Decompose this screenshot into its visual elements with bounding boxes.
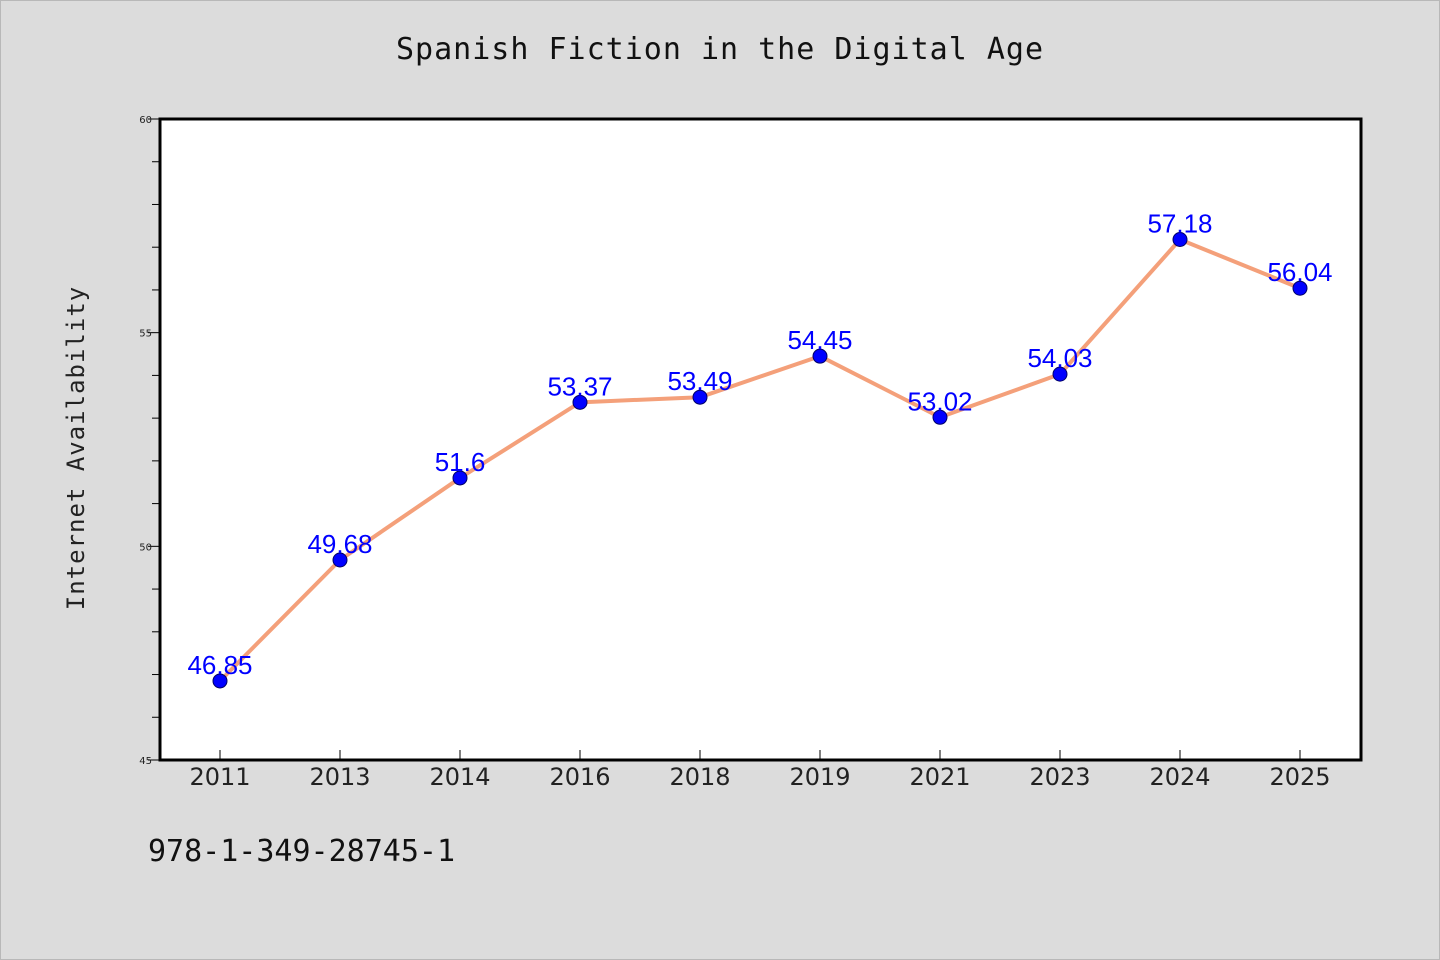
x-tick-label: 2021 — [909, 763, 970, 791]
plot-area — [158, 117, 1363, 762]
data-point — [932, 409, 948, 425]
data-point — [692, 389, 708, 405]
data-label: 53.02 — [907, 386, 972, 416]
isbn-text: 978-1-349-28745-1 — [148, 834, 456, 869]
data-labels-group: 46.85 49.68 51.6 53.37 53.49 54.45 53.02 54.03 5… — [187, 209, 1332, 680]
x-tick-label: 2014 — [429, 763, 490, 791]
x-tick-label: 2019 — [789, 763, 850, 791]
data-label: 56.04 — [1267, 257, 1332, 287]
x-tick-label: 2011 — [189, 763, 250, 791]
data-point — [212, 673, 228, 689]
data-label: 46.85 — [187, 650, 252, 680]
y-tick-label: 50 — [139, 542, 152, 553]
series-group — [212, 232, 1308, 689]
x-tick-label: 2013 — [309, 763, 370, 791]
data-point — [812, 348, 828, 364]
x-axis: 2011 2013 2014 2016 2018 2019 2021 2023 2024 2025 — [189, 750, 1331, 791]
data-point — [452, 470, 468, 486]
data-label: 53.49 — [667, 366, 732, 396]
data-point — [1172, 232, 1188, 248]
y-tick-label: 45 — [139, 756, 152, 767]
series-line — [218, 237, 1302, 683]
data-label: 49.68 — [307, 529, 372, 559]
x-tick-label: 2025 — [1269, 763, 1330, 791]
data-point — [1052, 366, 1068, 382]
x-tick-label: 2023 — [1029, 763, 1090, 791]
x-tick-label: 2024 — [1149, 763, 1210, 791]
data-label: 51.6 — [435, 447, 486, 477]
data-point — [332, 552, 348, 568]
y-axis: 45 50 55 60 — [139, 115, 160, 767]
x-tick-label: 2018 — [669, 763, 730, 791]
data-label: 57.18 — [1147, 209, 1212, 239]
data-point — [1292, 280, 1308, 296]
x-tick-label: 2016 — [549, 763, 610, 791]
y-tick-label: 60 — [139, 115, 152, 126]
data-point — [572, 394, 588, 410]
data-label: 54.45 — [787, 325, 852, 355]
data-label: 53.37 — [547, 371, 612, 401]
y-tick-label: 55 — [139, 329, 152, 340]
data-label: 54.03 — [1027, 343, 1092, 373]
chart-title: Spanish Fiction in the Digital Age — [395, 32, 1045, 67]
